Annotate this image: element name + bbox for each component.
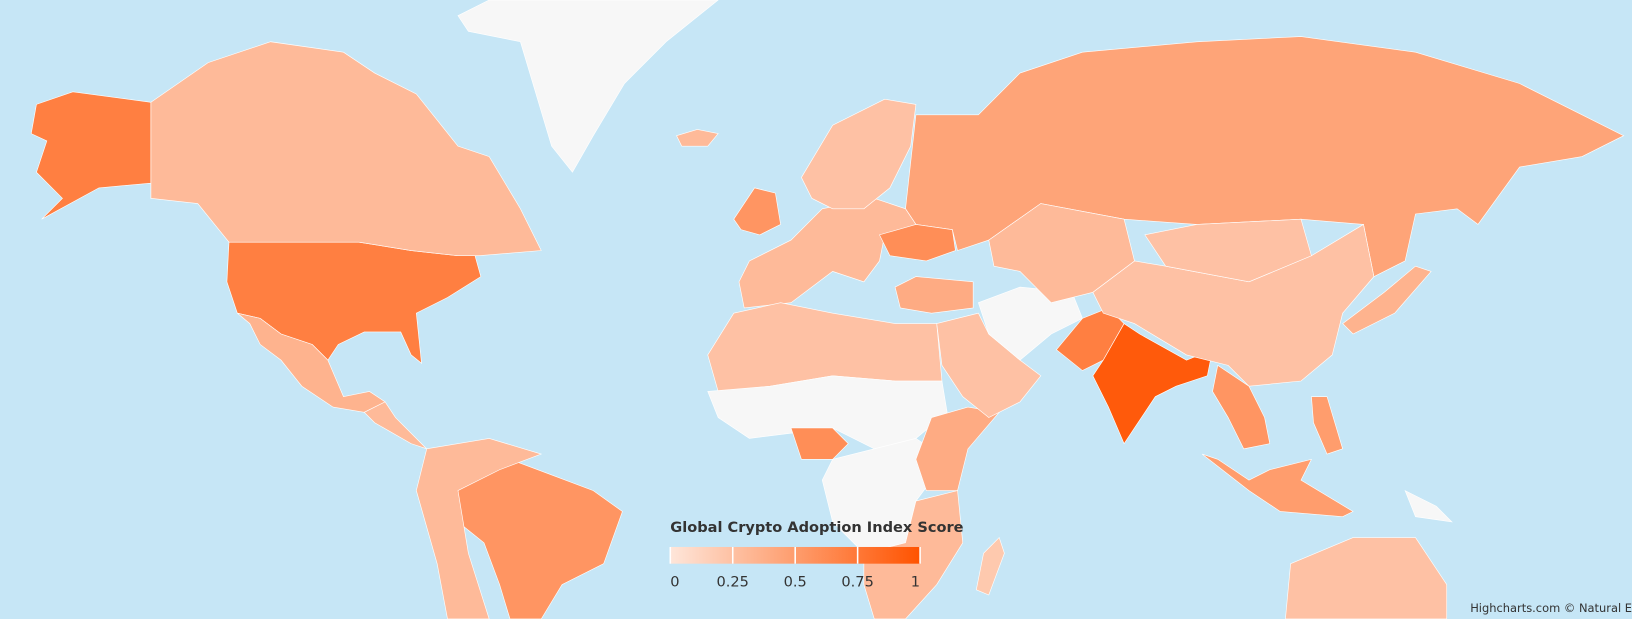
region xyxy=(416,438,543,619)
region xyxy=(801,98,917,210)
region xyxy=(988,203,1135,304)
region xyxy=(150,41,542,257)
region xyxy=(1144,218,1312,283)
legend-tick-label: 1 xyxy=(911,573,920,590)
region xyxy=(894,276,974,314)
region xyxy=(1212,364,1271,450)
region xyxy=(1311,396,1344,455)
credits: Highcharts.com © Natural E xyxy=(1470,601,1632,615)
regions xyxy=(30,0,1625,619)
region xyxy=(879,224,956,262)
legend-title: Global Crypto Adoption Index Score xyxy=(670,519,963,536)
region xyxy=(1342,265,1432,335)
region xyxy=(733,187,781,236)
legend-tick-label: 0.25 xyxy=(717,573,749,590)
no-data-region xyxy=(457,0,719,173)
region xyxy=(790,427,849,460)
region xyxy=(975,537,1005,596)
no-data-region xyxy=(977,286,1083,361)
no-data-region xyxy=(1404,489,1453,523)
legend-tick-label: 0 xyxy=(670,573,679,590)
region xyxy=(1092,323,1213,445)
legend-tick-label: 0.75 xyxy=(841,573,873,590)
legend-tick-label: 0.5 xyxy=(784,573,807,590)
region xyxy=(936,312,1042,418)
region xyxy=(915,406,1000,491)
region xyxy=(676,129,719,147)
region xyxy=(1201,453,1354,518)
legend: 0 0.25 0.5 0.75 1 xyxy=(669,546,921,590)
